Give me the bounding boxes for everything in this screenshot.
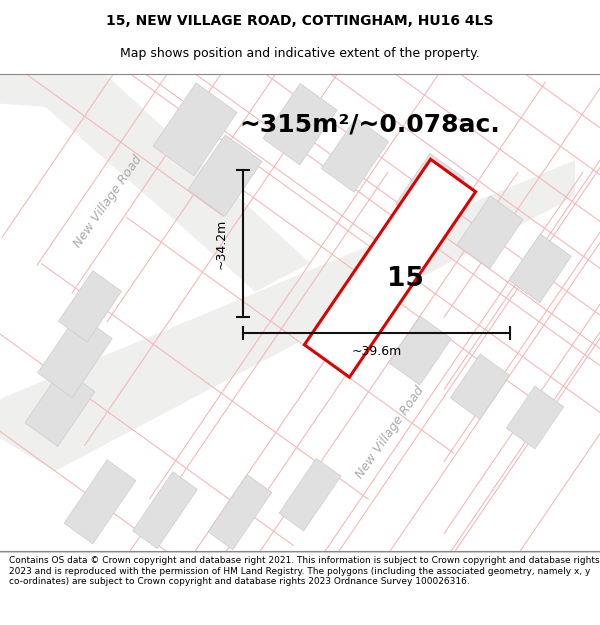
- Polygon shape: [263, 84, 337, 165]
- Polygon shape: [38, 314, 112, 398]
- Polygon shape: [0, 160, 575, 471]
- Polygon shape: [188, 135, 262, 216]
- Polygon shape: [0, 74, 310, 291]
- Text: ~315m²/~0.078ac.: ~315m²/~0.078ac.: [239, 112, 500, 136]
- Text: ~34.2m: ~34.2m: [215, 218, 227, 269]
- Polygon shape: [208, 474, 272, 549]
- Polygon shape: [451, 354, 509, 419]
- Text: New Village Road: New Village Road: [71, 153, 145, 250]
- Polygon shape: [0, 74, 300, 292]
- Text: New Village Road: New Village Road: [353, 384, 427, 481]
- Polygon shape: [322, 118, 389, 192]
- Polygon shape: [25, 368, 95, 446]
- Text: 15: 15: [386, 266, 424, 291]
- Polygon shape: [153, 83, 237, 176]
- Polygon shape: [506, 386, 563, 449]
- Polygon shape: [389, 316, 451, 385]
- Polygon shape: [58, 271, 122, 342]
- Polygon shape: [304, 159, 476, 378]
- Text: 15, NEW VILLAGE ROAD, COTTINGHAM, HU16 4LS: 15, NEW VILLAGE ROAD, COTTINGHAM, HU16 4…: [106, 14, 494, 28]
- Polygon shape: [457, 196, 523, 269]
- Polygon shape: [64, 460, 136, 544]
- Polygon shape: [279, 458, 341, 531]
- Text: ~39.6m: ~39.6m: [352, 345, 401, 358]
- Polygon shape: [395, 153, 464, 229]
- Polygon shape: [509, 234, 571, 302]
- Text: Contains OS data © Crown copyright and database right 2021. This information is : Contains OS data © Crown copyright and d…: [9, 556, 599, 586]
- Polygon shape: [133, 472, 197, 549]
- Polygon shape: [329, 280, 391, 349]
- Text: Map shows position and indicative extent of the property.: Map shows position and indicative extent…: [120, 47, 480, 59]
